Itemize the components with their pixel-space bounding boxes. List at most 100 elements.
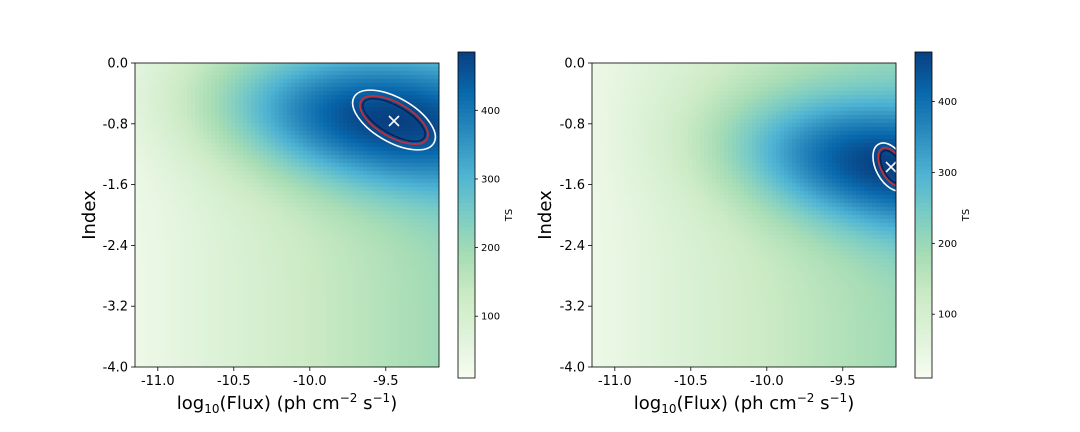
- heatmap-cell: [323, 255, 328, 260]
- heatmap-cell: [363, 191, 368, 196]
- heatmap-cell: [375, 159, 380, 164]
- heatmap-cell: [147, 339, 152, 344]
- heatmap-cell: [311, 163, 316, 168]
- heatmap-cell: [347, 203, 352, 208]
- heatmap-cell: [203, 107, 208, 112]
- heatmap-cell: [215, 167, 220, 172]
- heatmap-cell: [331, 227, 336, 232]
- heatmap-cell: [255, 175, 260, 180]
- heatmap-cell: [347, 175, 352, 180]
- heatmap-cell: [347, 231, 352, 236]
- heatmap-cell: [275, 351, 280, 356]
- heatmap-cell: [339, 247, 344, 252]
- heatmap-cell: [379, 199, 384, 204]
- heatmap-cell: [315, 215, 320, 220]
- heatmap-cell: [167, 167, 172, 172]
- heatmap-cell: [331, 91, 336, 96]
- heatmap-cell: [335, 107, 340, 112]
- heatmap-cell: [215, 279, 220, 284]
- heatmap-cell: [231, 203, 236, 208]
- heatmap-cell: [371, 287, 376, 292]
- heatmap-cell: [227, 151, 232, 156]
- heatmap-cell: [179, 107, 184, 112]
- heatmap-cell: [359, 75, 364, 80]
- heatmap-cell: [227, 255, 232, 260]
- heatmap-cell: [267, 199, 272, 204]
- heatmap-cell: [239, 127, 244, 132]
- heatmap-cell: [159, 199, 164, 204]
- heatmap-cell: [199, 163, 204, 168]
- heatmap-cell: [347, 223, 352, 228]
- heatmap-cell: [175, 71, 180, 76]
- heatmap-cell: [191, 291, 196, 296]
- heatmap-cell: [227, 271, 232, 276]
- heatmap-cell: [267, 339, 272, 344]
- heatmap-cell: [179, 283, 184, 288]
- heatmap-cell: [383, 143, 388, 148]
- heatmap-cell: [295, 327, 300, 332]
- heatmap-cell: [359, 227, 364, 232]
- heatmap-cell: [215, 299, 220, 304]
- heatmap-cell: [339, 251, 344, 256]
- heatmap-cell: [207, 347, 212, 352]
- heatmap-cell: [155, 343, 160, 348]
- heatmap-cell: [175, 95, 180, 100]
- heatmap-cell: [303, 151, 308, 156]
- heatmap-cell: [155, 143, 160, 148]
- heatmap-cell: [275, 195, 280, 200]
- heatmap-cell: [159, 139, 164, 144]
- heatmap-cell: [287, 67, 292, 72]
- heatmap-cell: [167, 123, 172, 128]
- heatmap-cell: [159, 331, 164, 336]
- heatmap-cell: [279, 87, 284, 92]
- heatmap-cell: [143, 171, 148, 176]
- heatmap-cell: [291, 275, 296, 280]
- heatmap-cell: [255, 275, 260, 280]
- heatmap-cell: [187, 215, 192, 220]
- heatmap-cell: [275, 95, 280, 100]
- heatmap-cell: [187, 147, 192, 152]
- heatmap-cell: [199, 207, 204, 212]
- heatmap-cell: [251, 163, 256, 168]
- heatmap-cell: [303, 259, 308, 264]
- heatmap-cell: [175, 279, 180, 284]
- heatmap-cell: [179, 63, 184, 68]
- heatmap-cell: [191, 311, 196, 316]
- heatmap-cell: [147, 195, 152, 200]
- heatmap-cell: [263, 259, 268, 264]
- heatmap-cell: [247, 335, 252, 340]
- heatmap-cell: [279, 95, 284, 100]
- heatmap-cell: [359, 123, 364, 128]
- heatmap-cell: [235, 227, 240, 232]
- heatmap-cell: [139, 331, 144, 336]
- heatmap-cell: [147, 243, 152, 248]
- heatmap-cell: [275, 255, 280, 260]
- heatmap-cell: [295, 287, 300, 292]
- heatmap-cell: [179, 95, 184, 100]
- heatmap-cell: [167, 263, 172, 268]
- heatmap-cell: [395, 107, 400, 112]
- heatmap-cell: [331, 183, 336, 188]
- heatmap-cell: [219, 159, 224, 164]
- heatmap-cell: [255, 91, 260, 96]
- heatmap-cell: [139, 335, 144, 340]
- heatmap-cell: [219, 135, 224, 140]
- heatmap-cell: [279, 195, 284, 200]
- heatmap-cell: [239, 307, 244, 312]
- heatmap-cell: [295, 363, 300, 368]
- heatmap-cell: [135, 231, 140, 236]
- heatmap-cell: [371, 351, 376, 356]
- heatmap-cell: [347, 139, 352, 144]
- heatmap-cell: [199, 199, 204, 204]
- heatmap-cell: [303, 251, 308, 256]
- heatmap-cell: [267, 275, 272, 280]
- heatmap-cell: [203, 335, 208, 340]
- heatmap-cell: [187, 103, 192, 108]
- heatmap-cell: [199, 111, 204, 116]
- heatmap-cell: [215, 231, 220, 236]
- heatmap-cell: [311, 335, 316, 340]
- heatmap-cell: [323, 131, 328, 136]
- heatmap-cell: [335, 179, 340, 184]
- heatmap-cell: [359, 347, 364, 352]
- heatmap-cell: [267, 91, 272, 96]
